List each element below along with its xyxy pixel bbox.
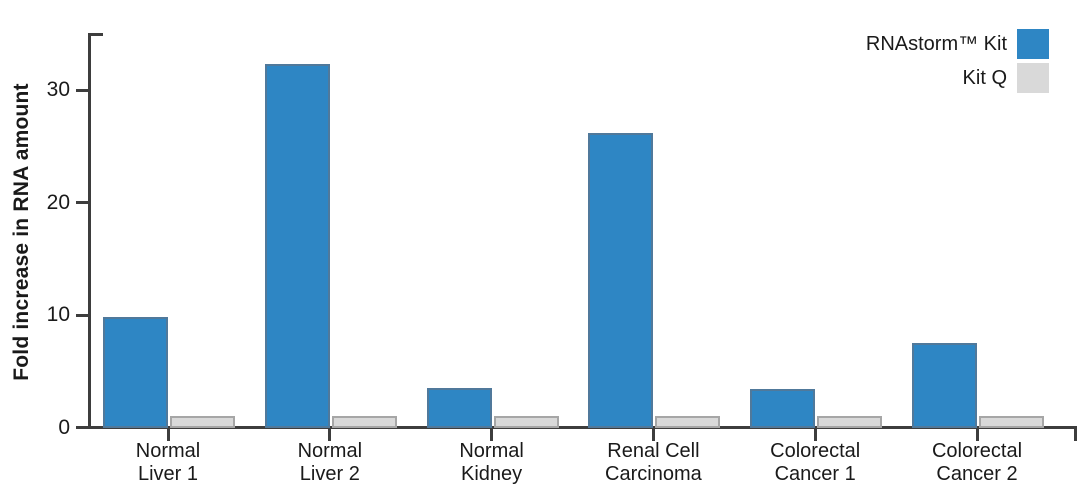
legend-item-kit-q: Kit Q	[963, 63, 1049, 93]
y-tick-label: 0	[58, 415, 70, 439]
x-tick	[328, 429, 332, 441]
y-tick	[76, 313, 88, 317]
category-label: Renal Cell Carcinoma	[605, 440, 702, 485]
legend-item-rnastorm-kit: RNAstorm™ Kit	[866, 29, 1049, 59]
bar-rnastorm-kit	[588, 132, 654, 428]
category-label: Normal Kidney	[459, 440, 524, 485]
bar-rnastorm-kit	[750, 389, 816, 428]
y-axis-line	[88, 33, 91, 429]
legend: RNAstorm™ Kit Kit Q	[866, 29, 1049, 93]
bar-rnastorm-kit	[426, 388, 492, 428]
x-axis-end-tick	[1074, 426, 1077, 441]
category-label: Colorectal Cancer 1	[770, 440, 861, 485]
y-axis-title: Fold increase in RNA amount	[10, 83, 33, 381]
x-axis-line	[76, 426, 1077, 429]
category-label: Normal Liver 2	[297, 440, 363, 485]
bar-kit-q	[817, 416, 883, 428]
y-tick	[76, 88, 88, 92]
y-tick-label: 10	[46, 303, 70, 326]
bar-kit-q	[655, 416, 721, 428]
x-tick	[813, 429, 817, 441]
x-tick	[975, 429, 979, 441]
y-tick-label: 20	[46, 190, 70, 214]
bar-rnastorm-kit	[912, 343, 977, 428]
legend-swatch-kit-q	[1017, 63, 1049, 93]
y-tick	[76, 426, 88, 429]
bar-kit-q	[979, 416, 1044, 428]
x-tick	[490, 429, 494, 441]
legend-swatch-rnastorm-kit	[1017, 29, 1049, 59]
bar-rnastorm-kit	[264, 64, 330, 428]
y-axis-end-cap	[88, 33, 103, 36]
bar-rnastorm-kit	[103, 317, 168, 428]
bar-kit-q	[170, 416, 235, 428]
y-tick	[76, 201, 88, 204]
bar-kit-q	[493, 416, 559, 428]
category-label: Normal Liver 1	[135, 440, 201, 485]
bar-kit-q	[331, 416, 397, 428]
x-tick	[651, 429, 655, 441]
category-label: Colorectal Cancer 2	[931, 440, 1023, 485]
x-tick	[166, 429, 170, 441]
y-tick-label: 30	[46, 78, 70, 101]
legend-label-kit-q: Kit Q	[962, 66, 1007, 89]
legend-label-rnastorm-kit: RNAstorm™ Kit	[865, 32, 1007, 55]
